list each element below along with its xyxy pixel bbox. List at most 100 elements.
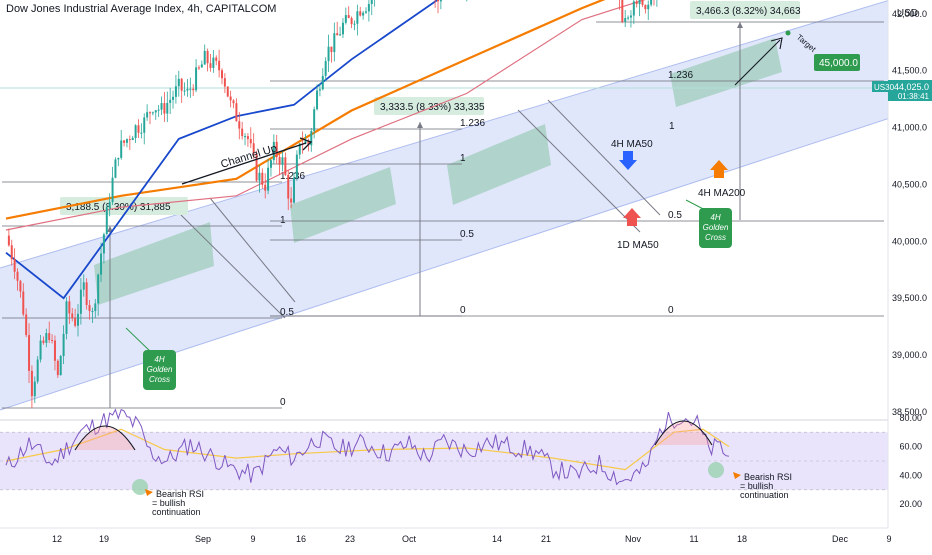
candle-body bbox=[22, 292, 24, 315]
candle-body bbox=[169, 100, 171, 103]
golden-cross-badge-1-text: Golden bbox=[147, 365, 173, 374]
candle-body bbox=[342, 23, 344, 35]
candle-body bbox=[644, 5, 646, 9]
candle-body bbox=[250, 139, 252, 143]
time-tick-label: 9 bbox=[250, 534, 255, 544]
candle-body bbox=[636, 1, 638, 4]
time-tick-label: 23 bbox=[345, 534, 355, 544]
candle-body bbox=[192, 89, 194, 90]
candle-body bbox=[57, 361, 59, 375]
candle-body bbox=[647, 5, 649, 9]
candle-body bbox=[316, 90, 318, 109]
candle-body bbox=[140, 133, 142, 134]
candle-body bbox=[348, 15, 350, 18]
candle-body bbox=[189, 89, 191, 90]
time-tick-label: Nov bbox=[625, 534, 642, 544]
candle-body bbox=[8, 236, 10, 246]
candle-body bbox=[371, 0, 373, 4]
candle-body bbox=[233, 100, 235, 103]
candle-body bbox=[328, 47, 330, 61]
candle-body bbox=[267, 168, 269, 191]
candle-body bbox=[437, 0, 439, 1]
candle-body bbox=[25, 314, 27, 335]
candle-body bbox=[100, 254, 102, 275]
candle-body bbox=[293, 178, 295, 203]
rsi-tick-label: 40.00 bbox=[899, 470, 922, 480]
candle-body bbox=[117, 158, 119, 160]
candle-body bbox=[42, 341, 44, 343]
candle-body bbox=[244, 136, 246, 137]
time-axis-panel[interactable] bbox=[0, 528, 932, 550]
candle-body bbox=[123, 140, 125, 142]
candle-body bbox=[212, 58, 214, 68]
candle-body bbox=[17, 272, 19, 281]
fib-level-label: 0 bbox=[668, 305, 674, 316]
candle-body bbox=[132, 138, 134, 140]
golden-cross-badge-2-text: Cross bbox=[705, 233, 726, 242]
fib-level-label: 0 bbox=[460, 305, 466, 316]
candle-body bbox=[247, 136, 249, 139]
candle-body bbox=[45, 333, 47, 343]
time-tick-label: 12 bbox=[52, 534, 62, 544]
candle-body bbox=[109, 202, 111, 207]
candle-body bbox=[353, 24, 355, 25]
time-tick-label: 9 bbox=[886, 534, 891, 544]
candle-body bbox=[362, 13, 364, 16]
candle-body bbox=[204, 51, 206, 65]
candle-body bbox=[621, 0, 623, 22]
candle-body bbox=[74, 318, 76, 326]
candle-body bbox=[230, 97, 232, 101]
candle-body bbox=[149, 112, 151, 113]
time-tick-label: Oct bbox=[402, 534, 417, 544]
price-tick-label: 39,500.0 bbox=[892, 293, 927, 303]
golden-cross-badge-1-text: Cross bbox=[149, 375, 170, 384]
fib-level-label: 0.5 bbox=[668, 210, 682, 221]
candle-body bbox=[227, 87, 229, 97]
candle-body bbox=[14, 259, 16, 271]
candle-body bbox=[209, 63, 211, 68]
candle-body bbox=[19, 281, 21, 292]
candle-body bbox=[146, 112, 148, 117]
chart-title: Dow Jones Industrial Average Index, 4h, … bbox=[6, 3, 276, 15]
candle-body bbox=[40, 341, 42, 360]
candle-body bbox=[221, 70, 223, 78]
candle-body bbox=[336, 33, 338, 35]
golden-cross-badge-2-text: 4H bbox=[710, 213, 720, 222]
fib-level-label: 1.236 bbox=[668, 70, 693, 81]
candle-body bbox=[650, 0, 652, 5]
candle-body bbox=[296, 155, 298, 178]
time-tick-label: 16 bbox=[296, 534, 306, 544]
rsi-note-2-marker bbox=[708, 462, 724, 478]
candle-body bbox=[270, 160, 272, 168]
time-tick-label: 21 bbox=[541, 534, 551, 544]
candle-body bbox=[356, 11, 358, 23]
candle-body bbox=[287, 175, 289, 199]
candle-body bbox=[184, 91, 186, 92]
candle-body bbox=[129, 139, 131, 140]
candle-body bbox=[135, 125, 137, 138]
candle-body bbox=[238, 121, 240, 128]
candle-body bbox=[624, 18, 626, 22]
fib-level-label: 1 bbox=[669, 121, 675, 132]
fib-level-label: 0 bbox=[280, 397, 286, 408]
price-tick-label: 39,000.0 bbox=[892, 350, 927, 360]
price-tick-label: 40,500.0 bbox=[892, 179, 927, 189]
candle-body bbox=[290, 199, 292, 203]
candle-body bbox=[322, 76, 324, 89]
target-dot bbox=[786, 31, 791, 36]
candle-body bbox=[54, 341, 56, 361]
candle-body bbox=[264, 185, 266, 191]
symbol-text: US30 bbox=[874, 83, 895, 92]
candle-body bbox=[186, 89, 188, 91]
candle-body bbox=[215, 58, 217, 61]
candle-body bbox=[178, 79, 180, 86]
candle-body bbox=[34, 382, 36, 397]
candle-body bbox=[163, 103, 165, 114]
candle-body bbox=[201, 64, 203, 67]
ma200-4h-label: 4H MA200 bbox=[698, 188, 746, 199]
candle-body bbox=[89, 305, 91, 311]
candle-body bbox=[65, 301, 67, 334]
candle-body bbox=[68, 301, 70, 313]
